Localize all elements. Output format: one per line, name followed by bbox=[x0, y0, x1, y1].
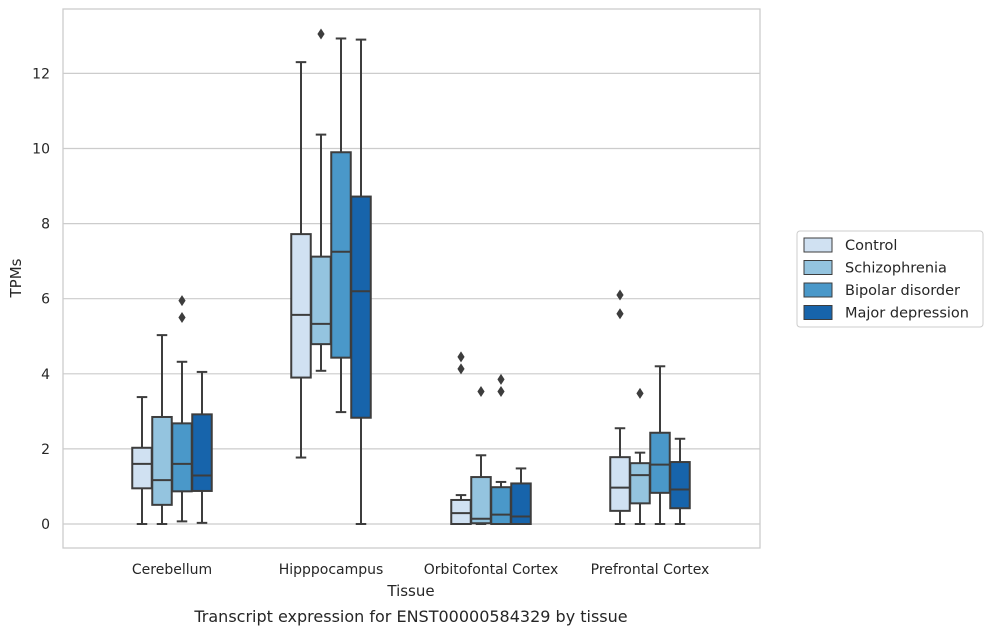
box-element bbox=[470, 385, 492, 525]
legend-swatch bbox=[803, 282, 833, 298]
legend: Control Schizophrenia Bipolar disorder Majo… bbox=[796, 230, 984, 328]
series-schizophrenia bbox=[151, 28, 651, 525]
y-tick-label: 4 bbox=[41, 367, 50, 383]
outlier-point bbox=[457, 363, 465, 375]
series-control bbox=[131, 61, 631, 525]
y-tick-label: 6 bbox=[41, 292, 50, 308]
outlier-point bbox=[497, 373, 505, 385]
box-element bbox=[669, 437, 691, 525]
box-iqr bbox=[609, 456, 631, 512]
box-iqr bbox=[350, 195, 372, 419]
box-iqr bbox=[151, 415, 173, 506]
box-element bbox=[290, 61, 312, 459]
box-element bbox=[131, 396, 153, 525]
y-tick-label: 8 bbox=[41, 217, 50, 233]
outlier-point bbox=[616, 308, 624, 320]
box-iqr bbox=[330, 151, 352, 359]
box-element bbox=[191, 370, 213, 524]
outlier-point bbox=[178, 311, 186, 323]
outlier-point bbox=[477, 385, 485, 397]
box-iqr bbox=[490, 486, 512, 525]
box-iqr bbox=[470, 476, 492, 525]
box-element bbox=[450, 351, 472, 525]
outlier-point bbox=[616, 289, 624, 301]
box-plot-boxes bbox=[131, 28, 691, 526]
box-iqr bbox=[629, 462, 651, 505]
plot-frame bbox=[62, 8, 761, 549]
legend-label: Control bbox=[845, 238, 897, 254]
legend-swatch bbox=[803, 305, 833, 320]
series-major-depression bbox=[191, 38, 691, 526]
box-element bbox=[350, 38, 372, 525]
y-tick-label: 0 bbox=[41, 517, 50, 533]
box-element bbox=[510, 467, 532, 526]
x-axis-title: Tissue bbox=[386, 582, 434, 600]
y-tick-labels: 0 2 4 6 8 10 12 bbox=[32, 66, 50, 533]
y-tick-label: 10 bbox=[32, 142, 50, 158]
box-element bbox=[609, 289, 631, 525]
box-element bbox=[649, 365, 671, 525]
outlier-point bbox=[636, 387, 644, 399]
box-iqr bbox=[191, 413, 213, 492]
legend-swatch bbox=[803, 260, 833, 275]
box-element bbox=[490, 373, 512, 525]
legend-label: Major depression bbox=[845, 306, 969, 322]
box-iqr bbox=[310, 255, 332, 346]
box-iqr bbox=[290, 233, 312, 379]
y-axis-title: TPMs bbox=[7, 258, 25, 298]
box-element bbox=[151, 334, 173, 525]
box-element bbox=[629, 387, 651, 525]
legend-frame bbox=[796, 230, 984, 328]
outlier-point bbox=[178, 295, 186, 307]
outlier-point bbox=[457, 351, 465, 363]
outlier-point bbox=[497, 385, 505, 397]
chart-caption: Transcript expression for ENST0000058432… bbox=[193, 607, 627, 626]
box-element bbox=[171, 295, 193, 523]
series-bipolar-disorder bbox=[171, 37, 671, 525]
box-iqr bbox=[669, 461, 691, 510]
box-iqr bbox=[510, 482, 532, 526]
box-iqr bbox=[131, 446, 153, 490]
x-tick-label: Prefrontal Cortex bbox=[591, 562, 710, 578]
legend-swatch bbox=[803, 237, 833, 253]
box-iqr bbox=[649, 431, 671, 494]
box-element bbox=[310, 28, 332, 372]
x-tick-label: Cerebellum bbox=[132, 562, 212, 578]
box-element bbox=[330, 37, 352, 414]
x-tick-label: Hipppocampus bbox=[279, 562, 384, 578]
y-tick-label: 12 bbox=[32, 66, 50, 82]
outlier-point bbox=[317, 28, 325, 40]
legend-label: Schizophrenia bbox=[845, 261, 947, 277]
box-iqr bbox=[171, 422, 193, 493]
legend-label: Bipolar disorder bbox=[845, 283, 960, 299]
legend-items: Control Schizophrenia Bipolar disorder Majo… bbox=[803, 237, 969, 322]
x-tick-labels: Cerebellum Hipppocampus Orbitofontal Corte… bbox=[132, 562, 709, 578]
box-iqr bbox=[450, 498, 472, 525]
y-tick-label: 2 bbox=[41, 442, 50, 458]
x-tick-label: Orbitofontal Cortex bbox=[424, 562, 559, 578]
